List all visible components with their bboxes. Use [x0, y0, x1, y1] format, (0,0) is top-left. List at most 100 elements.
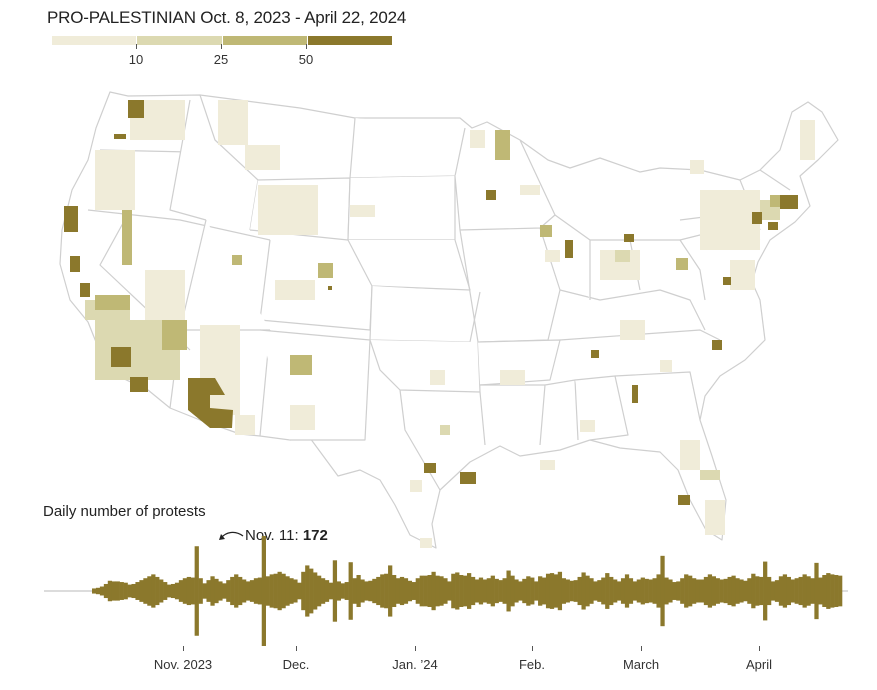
daily-bar: [707, 574, 713, 608]
daily-bar: [139, 580, 144, 602]
arrow-icon: [220, 531, 244, 539]
daily-bar: [668, 579, 673, 603]
daily-bar: [281, 573, 286, 609]
daily-bar: [763, 561, 768, 621]
daily-bar: [131, 583, 136, 599]
daily-bar: [605, 573, 610, 609]
daily-bar: [214, 578, 219, 604]
daily-bar: [774, 580, 780, 602]
legend-swatch-1: [52, 36, 138, 45]
daily-bar: [826, 573, 831, 609]
daily-bar: [419, 575, 424, 607]
daily-bar: [486, 578, 491, 604]
daily-bar: [305, 565, 310, 617]
daily-bar: [609, 576, 614, 606]
daily-bar: [360, 579, 365, 603]
daily-bar: [190, 577, 195, 605]
daily-bar: [806, 576, 811, 606]
chart-title: PRO-PALESTINIAN Oct. 8, 2023 - April 22,…: [47, 8, 407, 27]
daily-bar: [589, 578, 594, 604]
daily-bar: [794, 578, 799, 604]
daily-bar: [538, 576, 543, 606]
daily-bar: [127, 584, 132, 598]
daily-bar: [455, 572, 460, 610]
daily-bar: [601, 577, 606, 605]
daily-bar: [478, 577, 484, 605]
daily-bar: [498, 580, 503, 602]
daily-bar: [731, 575, 736, 607]
daily-bar: [838, 575, 843, 607]
x-axis-label: April: [745, 657, 773, 672]
legend-tick: [306, 44, 307, 49]
daily-bar: [222, 583, 227, 599]
x-tick: [183, 646, 184, 651]
daily-bar: [372, 578, 377, 604]
daily-bar: [470, 576, 476, 606]
daily-bar: [344, 582, 349, 600]
daily-bar: [474, 579, 480, 603]
legend-tick: [221, 44, 222, 49]
daily-bar: [261, 536, 266, 646]
daily-bar: [648, 579, 653, 603]
daily-bar: [640, 577, 645, 605]
daily-bar: [822, 575, 827, 607]
daily-bar: [364, 581, 369, 601]
legend-swatch-4: [307, 36, 392, 45]
daily-bar: [502, 578, 507, 604]
daily-bar: [676, 581, 681, 601]
daily-bar: [617, 581, 622, 601]
bar-series: [92, 536, 843, 646]
daily-bar: [557, 571, 563, 611]
daily-bar: [415, 578, 420, 604]
daily-bar: [636, 579, 641, 603]
daily-bar: [581, 572, 586, 610]
daily-bar: [790, 579, 795, 603]
daily-bar: [273, 573, 278, 609]
daily-bar: [482, 579, 488, 603]
daily-bar: [597, 580, 602, 602]
daily-bar: [443, 578, 448, 604]
daily-bar: [506, 570, 511, 612]
daily-bar: [206, 580, 211, 602]
daily-bar: [320, 578, 326, 604]
daily-bar: [723, 578, 728, 604]
x-axis-label: Feb.: [518, 657, 546, 672]
daily-bar: [518, 581, 523, 601]
daily-bar: [695, 579, 701, 603]
daily-bar: [427, 575, 432, 607]
legend-label-25: 25: [213, 52, 229, 67]
color-legend: [52, 36, 392, 45]
daily-bar: [593, 581, 598, 601]
daily-bar: [620, 578, 626, 604]
county-fills: [64, 100, 815, 548]
peak-annotation: Nov. 11: 172: [245, 527, 328, 544]
legend-ticks: 10 25 50: [52, 44, 392, 68]
daily-bar: [352, 578, 357, 604]
legend-swatch-2: [137, 36, 223, 45]
x-tick: [415, 646, 416, 651]
daily-bar: [767, 576, 772, 606]
daily-bar: [218, 581, 223, 601]
daily-bar: [163, 582, 168, 600]
daily-bar: [395, 578, 401, 604]
daily-bar: [332, 560, 338, 622]
daily-bar: [388, 565, 393, 617]
daily-bar: [277, 571, 282, 611]
daily-bar: [182, 578, 188, 604]
daily-bar: [297, 582, 302, 600]
peak-annotation-value: 172: [302, 527, 328, 544]
daily-bar: [755, 576, 760, 606]
daily-bar: [368, 580, 373, 602]
daily-bar: [265, 576, 270, 606]
daily-bar: [403, 578, 409, 604]
daily-bar: [534, 581, 539, 601]
daily-bar: [549, 573, 555, 609]
daily-bar: [226, 580, 231, 602]
daily-bar: [711, 576, 716, 606]
daily-bar: [198, 578, 203, 604]
daily-bar: [115, 581, 120, 601]
daily-bar: [747, 578, 752, 604]
daily-bar: [423, 575, 428, 607]
daily-bar: [348, 562, 353, 620]
daily-protests-chart: [44, 531, 848, 646]
